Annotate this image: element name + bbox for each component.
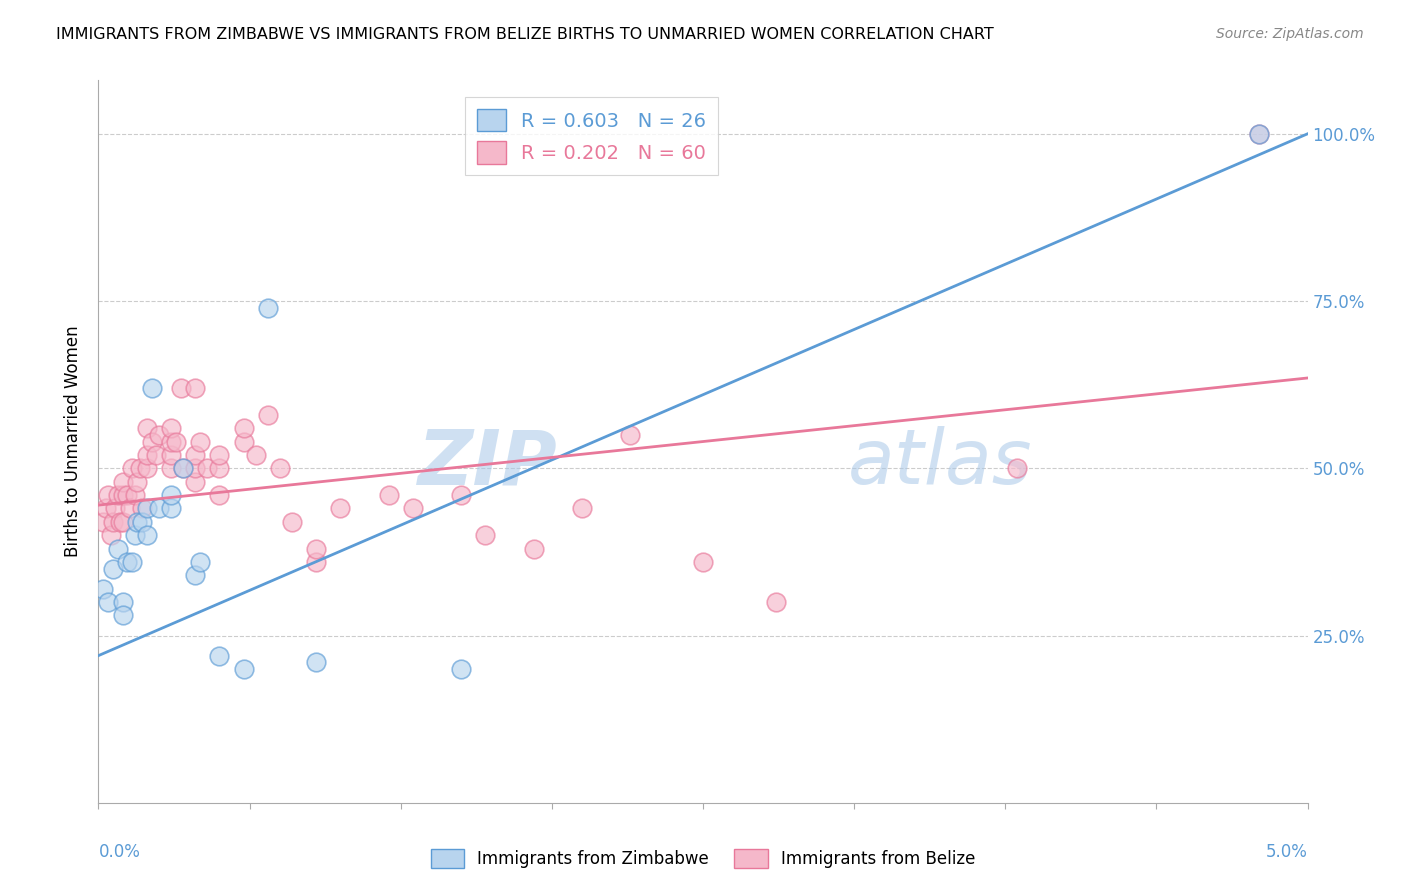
Point xyxy=(121,555,143,569)
Point xyxy=(523,541,546,556)
Text: IMMIGRANTS FROM ZIMBABWE VS IMMIGRANTS FROM BELIZE BIRTHS TO UNMARRIED WOMEN COR: IMMIGRANTS FROM ZIMBABWE VS IMMIGRANTS F… xyxy=(56,27,994,42)
Point xyxy=(145,448,167,462)
Point xyxy=(124,488,146,502)
Point xyxy=(184,448,207,462)
Point xyxy=(107,541,129,556)
Point xyxy=(141,381,163,395)
Point xyxy=(160,461,183,475)
Point xyxy=(135,461,157,475)
Text: atlas: atlas xyxy=(848,426,1032,500)
Point xyxy=(104,501,127,516)
Point xyxy=(474,528,496,542)
Point xyxy=(127,475,149,489)
Point xyxy=(148,501,170,516)
Point xyxy=(188,434,211,449)
Point xyxy=(172,461,194,475)
Point xyxy=(131,501,153,516)
Point xyxy=(692,555,714,569)
Point xyxy=(256,301,278,315)
Point xyxy=(169,381,191,395)
Point xyxy=(245,448,267,462)
Legend: R = 0.603   N = 26, R = 0.202   N = 60: R = 0.603 N = 26, R = 0.202 N = 60 xyxy=(465,97,718,175)
Point xyxy=(148,427,170,442)
Point xyxy=(195,461,218,475)
Point xyxy=(111,488,134,502)
Point xyxy=(160,448,183,462)
Point xyxy=(118,501,141,516)
Point xyxy=(571,501,593,516)
Point xyxy=(101,562,124,576)
Point xyxy=(232,434,254,449)
Text: Source: ZipAtlas.com: Source: ZipAtlas.com xyxy=(1216,27,1364,41)
Point xyxy=(305,655,328,669)
Point xyxy=(305,555,328,569)
Point xyxy=(111,475,134,489)
Point xyxy=(117,488,139,502)
Point xyxy=(256,408,278,422)
Point xyxy=(1249,127,1271,141)
Point xyxy=(172,461,194,475)
Point xyxy=(131,515,153,529)
Point xyxy=(111,608,134,623)
Point xyxy=(160,421,183,435)
Point xyxy=(91,582,114,596)
Legend: Immigrants from Zimbabwe, Immigrants from Belize: Immigrants from Zimbabwe, Immigrants fro… xyxy=(425,843,981,875)
Point xyxy=(619,427,641,442)
Point xyxy=(305,541,328,556)
Point xyxy=(269,461,291,475)
Point xyxy=(377,488,399,502)
Point xyxy=(208,461,231,475)
Point xyxy=(184,475,207,489)
Point xyxy=(208,648,231,663)
Point xyxy=(402,501,425,516)
Point xyxy=(135,448,157,462)
Point xyxy=(160,434,183,449)
Point xyxy=(135,421,157,435)
Y-axis label: Births to Unmarried Women: Births to Unmarried Women xyxy=(65,326,83,558)
Text: ZIP: ZIP xyxy=(418,426,558,500)
Point xyxy=(111,515,134,529)
Point xyxy=(94,501,117,516)
Point xyxy=(107,488,129,502)
Point xyxy=(127,515,149,529)
Point xyxy=(184,461,207,475)
Point xyxy=(135,501,157,516)
Point xyxy=(184,568,207,582)
Point xyxy=(281,515,304,529)
Point xyxy=(208,488,231,502)
Text: 0.0%: 0.0% xyxy=(98,843,141,861)
Point xyxy=(121,461,143,475)
Point xyxy=(1249,127,1271,141)
Point xyxy=(117,555,139,569)
Point xyxy=(135,528,157,542)
Point xyxy=(124,528,146,542)
Point xyxy=(765,595,787,609)
Text: 5.0%: 5.0% xyxy=(1265,843,1308,861)
Point xyxy=(232,421,254,435)
Point xyxy=(100,528,122,542)
Point xyxy=(91,515,114,529)
Point xyxy=(111,595,134,609)
Point xyxy=(97,488,120,502)
Point xyxy=(329,501,352,516)
Point xyxy=(450,662,472,676)
Point xyxy=(101,515,124,529)
Point xyxy=(141,434,163,449)
Point xyxy=(108,515,131,529)
Point xyxy=(97,595,120,609)
Point xyxy=(188,555,211,569)
Point xyxy=(184,381,207,395)
Point xyxy=(160,488,183,502)
Point xyxy=(450,488,472,502)
Point xyxy=(208,448,231,462)
Point xyxy=(128,461,150,475)
Point xyxy=(160,501,183,516)
Point xyxy=(1007,461,1029,475)
Point xyxy=(165,434,187,449)
Point xyxy=(232,662,254,676)
